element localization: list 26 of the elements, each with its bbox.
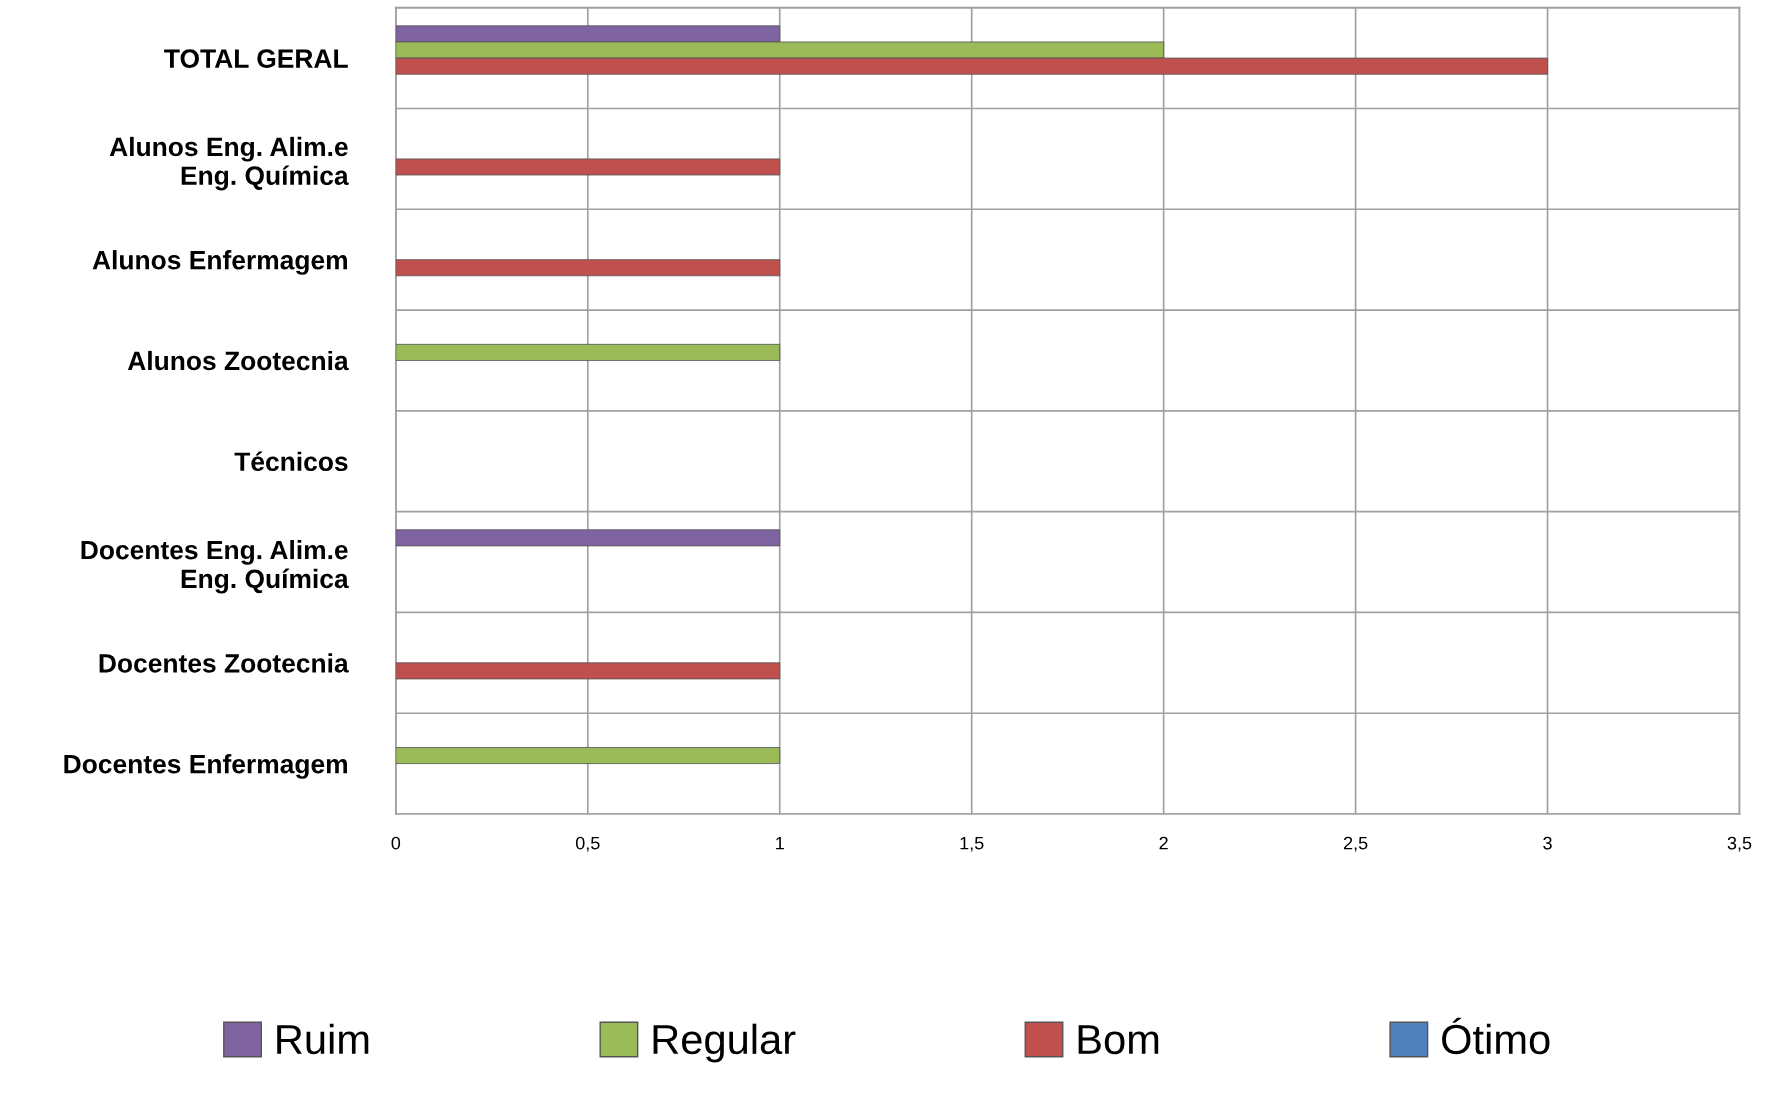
bar xyxy=(395,158,781,176)
x-tick-label: 2,5 xyxy=(1343,836,1368,852)
legend-label: Ótimo xyxy=(1442,1017,1550,1055)
bar xyxy=(395,529,781,547)
y-tick-label: Alunos Zootecnia xyxy=(127,350,349,371)
legend-label: Regular xyxy=(653,1023,796,1063)
x-tick-label: 0,5 xyxy=(575,836,600,852)
legend-label: Ruim xyxy=(277,1023,369,1055)
y-tick-label: Alunos Enfermagem xyxy=(92,250,347,275)
bar xyxy=(395,259,781,277)
bar xyxy=(395,747,781,765)
y-tick-label: Docentes Zootecnia xyxy=(99,653,349,673)
legend-label: Bom xyxy=(1078,1025,1159,1055)
y-tick-label: Docentes Enfermagem xyxy=(64,754,347,779)
x-tick-label: 3 xyxy=(1543,836,1552,850)
y-tick-label: Alunos Eng. Alim.e Eng. Química xyxy=(109,136,349,191)
x-tick-label: 1,5 xyxy=(960,836,984,852)
bar xyxy=(395,343,781,361)
x-tick-label: 1 xyxy=(776,836,784,850)
x-tick-label: 3,5 xyxy=(1727,836,1752,852)
y-tick-label: Técnicos xyxy=(234,451,348,472)
x-tick-label: 0 xyxy=(391,836,401,850)
y-tick-label: Docentes Eng. Alim.e Eng. Química xyxy=(81,540,349,594)
bar xyxy=(395,662,781,680)
y-tick-label: TOTAL GERAL xyxy=(164,49,348,68)
x-tick-label: 2 xyxy=(1159,836,1168,850)
